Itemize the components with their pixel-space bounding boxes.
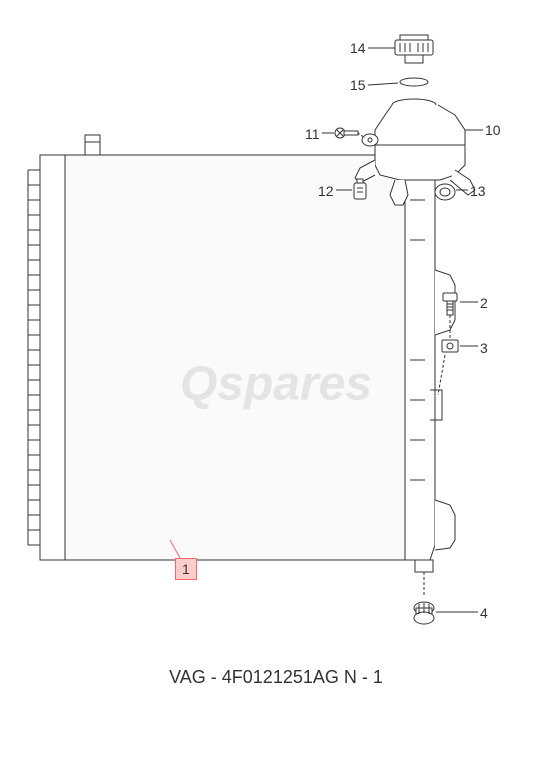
label-4: 4 [480,605,488,621]
label-3: 3 [480,340,488,356]
clip-3 [442,340,458,352]
label-1-highlight: 1 [175,558,197,580]
label-13: 13 [470,183,486,199]
right-tank [405,155,455,560]
label-10: 10 [485,122,501,138]
cap [395,35,433,63]
label-15: 15 [350,77,366,93]
left-tank [28,155,65,560]
label-11: 11 [305,126,320,142]
drain-plug-4 [414,602,434,624]
label-2: 2 [480,295,488,311]
label-12: 12 [318,183,334,199]
grommet-13 [435,184,455,200]
screw-11 [335,128,358,138]
radiator-assembly [28,135,455,595]
diagram-container: Qspares 1 2 3 4 10 11 12 13 14 15 VAG - … [0,0,552,768]
technical-diagram-svg [0,0,552,768]
part-number-footer: VAG - 4F0121251AG N - 1 [169,667,383,688]
label-14: 14 [350,40,366,56]
